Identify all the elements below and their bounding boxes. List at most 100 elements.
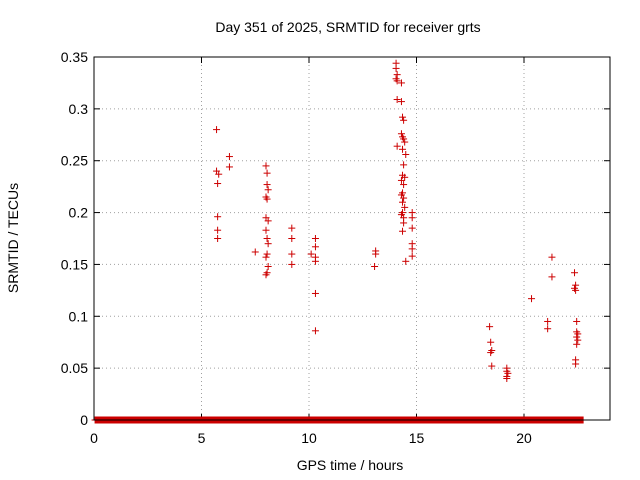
data-layer <box>91 59 587 424</box>
data-point <box>214 180 222 188</box>
data-point <box>311 327 319 335</box>
data-point <box>264 240 272 248</box>
data-point <box>372 250 380 258</box>
data-point <box>400 135 408 143</box>
data-point <box>393 77 401 85</box>
data-point <box>393 71 401 79</box>
x-tick-label: 10 <box>301 430 317 446</box>
data-point <box>311 235 319 242</box>
data-point <box>262 253 270 261</box>
data-point <box>214 235 222 242</box>
y-tick-label: 0.15 <box>61 256 88 272</box>
data-point <box>215 170 223 178</box>
data-point <box>214 213 222 221</box>
y-tick-label: 0.3 <box>69 101 89 117</box>
data-point <box>402 257 410 265</box>
data-point <box>262 271 270 279</box>
data-point <box>251 248 259 256</box>
data-point <box>401 173 409 181</box>
tick-layer: 0 0.05 0.1 0.15 0.2 0.25 0.3 0.35 0 5 10 15 20 <box>61 49 610 446</box>
data-point <box>263 235 271 242</box>
y-tick-label: 0.25 <box>61 153 88 169</box>
plot-frame <box>93 56 611 421</box>
data-point <box>574 336 582 344</box>
y-tick-label: 0.2 <box>69 205 89 221</box>
data-point <box>573 317 581 325</box>
data-point <box>503 375 511 383</box>
y-tick-label: 0.1 <box>69 308 89 324</box>
y-tick-label: 0 <box>80 412 88 428</box>
data-point <box>488 362 496 370</box>
data-point <box>408 214 416 222</box>
data-point <box>397 176 405 184</box>
data-point <box>311 289 319 297</box>
data-point <box>393 96 401 104</box>
data-point <box>307 250 315 258</box>
grid-layer <box>94 57 610 420</box>
data-point <box>262 162 270 170</box>
data-point <box>573 340 581 348</box>
x-tick-label: 15 <box>409 430 425 446</box>
data-point <box>263 195 271 203</box>
data-point <box>402 150 410 158</box>
data-point <box>486 323 494 331</box>
data-point <box>400 116 408 124</box>
data-point <box>225 163 233 171</box>
data-point <box>288 260 296 268</box>
data-point <box>408 252 416 260</box>
data-point <box>408 224 416 232</box>
x-tick-label: 20 <box>516 430 532 446</box>
data-point <box>392 64 400 72</box>
chart-title: Day 351 of 2025, SRMTID for receiver grt… <box>215 19 480 35</box>
data-point <box>574 330 582 338</box>
data-point <box>572 360 580 368</box>
data-point <box>400 219 408 227</box>
data-point <box>400 161 408 169</box>
data-point <box>288 235 296 242</box>
data-point <box>504 369 512 377</box>
data-point <box>397 79 405 87</box>
data-point <box>487 349 495 357</box>
data-point <box>572 286 580 294</box>
data-point <box>264 217 272 225</box>
data-point <box>544 317 552 325</box>
x-axis-label: GPS time / hours <box>297 457 404 473</box>
data-point <box>288 224 296 232</box>
data-point <box>213 126 221 134</box>
data-point <box>263 169 271 177</box>
y-axis-label: SRMTID / TECUs <box>5 183 21 293</box>
data-point <box>401 138 409 146</box>
data-point <box>573 333 581 341</box>
x-tick-label: 0 <box>90 430 98 446</box>
data-point <box>571 269 579 277</box>
data-point <box>264 186 272 194</box>
data-point <box>225 153 233 161</box>
data-point <box>214 226 222 234</box>
y-tick-label: 0.35 <box>61 49 88 65</box>
data-point <box>288 250 296 258</box>
data-point <box>528 295 536 303</box>
data-point <box>548 273 556 281</box>
x-tick-label: 5 <box>198 430 206 446</box>
data-point <box>401 203 409 211</box>
data-point <box>263 181 271 189</box>
data-point <box>487 338 495 346</box>
y-tick-label: 0.05 <box>61 360 88 376</box>
data-point <box>311 257 319 265</box>
data-point <box>397 130 405 138</box>
data-point <box>408 245 416 253</box>
data-point <box>399 227 407 235</box>
data-point <box>263 250 271 258</box>
data-point <box>400 181 408 189</box>
data-point <box>399 113 407 121</box>
data-point <box>544 325 552 333</box>
data-point <box>311 243 319 251</box>
data-point <box>399 198 407 206</box>
data-point <box>399 145 407 153</box>
data-point <box>397 98 405 106</box>
data-point <box>393 142 401 150</box>
data-point <box>264 263 272 271</box>
data-point <box>371 263 379 271</box>
data-point <box>262 226 270 234</box>
